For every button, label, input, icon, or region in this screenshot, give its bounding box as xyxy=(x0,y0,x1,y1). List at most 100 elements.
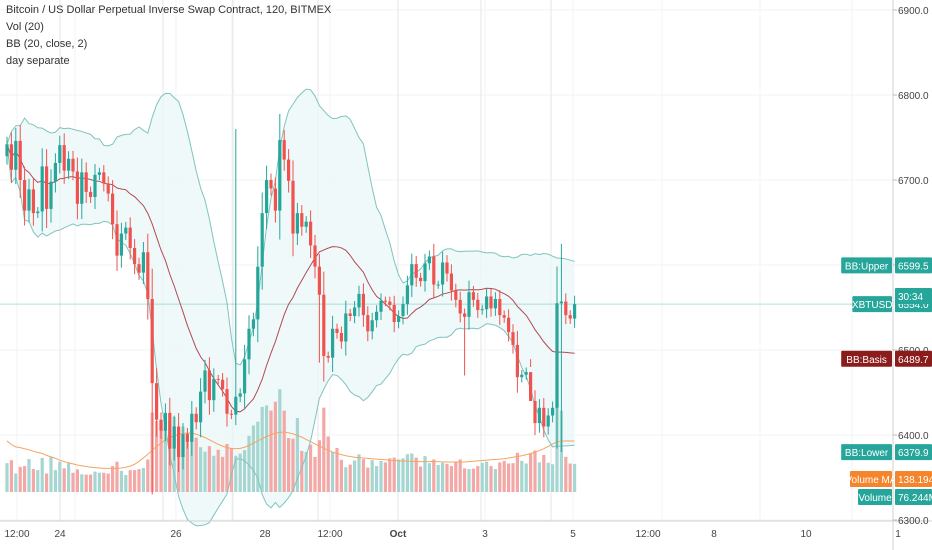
indicator-bollinger[interactable]: BB (20, close, 2) xyxy=(6,38,88,50)
candle-body xyxy=(14,140,18,170)
bollinger-basis-line xyxy=(6,144,575,413)
volume-bar xyxy=(282,410,286,492)
candle-body xyxy=(370,320,374,332)
bb-basis-value: 6489.7 xyxy=(898,355,929,366)
volume-bar xyxy=(397,459,401,492)
volume-bar xyxy=(498,462,502,492)
bb-lower-badge: BB:Lower 6379.9 xyxy=(841,444,932,461)
volume-bar xyxy=(546,462,550,492)
volume-bar xyxy=(445,463,449,492)
bb-basis-value-box xyxy=(895,350,932,367)
volume-bar xyxy=(458,459,462,492)
volume-bar xyxy=(49,456,53,492)
volume-bar xyxy=(304,452,308,492)
volume-bar xyxy=(18,466,22,492)
volume-bar xyxy=(454,462,458,492)
volume-bar xyxy=(344,467,348,492)
volume-bar xyxy=(476,466,480,492)
volume-bar xyxy=(463,468,467,492)
candle-body xyxy=(375,311,379,321)
volume-bar xyxy=(185,433,189,492)
candle-body xyxy=(357,293,361,308)
candle-body xyxy=(115,224,119,256)
candle-body xyxy=(436,284,440,286)
candle-body xyxy=(331,328,335,358)
time-axis[interactable]: 12:00 24 26 28 12:00 Oct 3 5 12:00 8 10 1 xyxy=(4,529,901,540)
volume-bar xyxy=(221,456,225,492)
volume-bar xyxy=(247,435,251,492)
candle-body xyxy=(97,172,101,175)
candle-body xyxy=(172,426,176,449)
volume-bar xyxy=(392,457,396,492)
countdown-value-box xyxy=(895,288,932,304)
candle-body xyxy=(427,256,431,264)
candle-body xyxy=(128,227,132,248)
price-badges: BB:Upper 6599.5 XBTUSD 6554.0 BB:Basis 6489.7… xyxy=(841,257,932,505)
volume-bar xyxy=(89,474,93,492)
volume-bar xyxy=(199,447,203,492)
candle-body xyxy=(75,171,79,204)
volume-bar xyxy=(432,459,436,492)
volume-bar xyxy=(529,453,533,492)
volume-bar xyxy=(449,466,453,492)
candle-body xyxy=(89,191,93,197)
candle-body xyxy=(18,140,22,180)
candle-body xyxy=(67,158,71,171)
volume-bar xyxy=(326,436,330,492)
volume-bar xyxy=(309,444,313,492)
candle-body xyxy=(269,180,273,189)
indicator-volume[interactable]: Vol (20) xyxy=(6,21,44,33)
volume-bar xyxy=(159,430,163,492)
candle-body xyxy=(185,434,189,442)
volume-bar xyxy=(537,462,541,492)
bb-basis-badge: BB:Basis 6489.7 xyxy=(841,350,932,367)
bb-upper-label-box xyxy=(841,257,892,274)
candle-body xyxy=(410,264,414,286)
candle-body xyxy=(106,183,110,194)
volume-ma-line xyxy=(6,431,575,469)
x-tick-label: 26 xyxy=(170,529,182,540)
volume-bar xyxy=(410,453,414,492)
candle-body xyxy=(493,299,497,309)
volume-bar xyxy=(568,463,572,492)
candle-body xyxy=(150,299,154,384)
candle-body xyxy=(317,266,321,295)
bb-basis-label-box xyxy=(841,350,892,367)
candle-body xyxy=(124,227,128,234)
candle-body xyxy=(27,189,31,211)
candle-body xyxy=(287,159,291,181)
candle-body xyxy=(309,221,313,246)
candle-body xyxy=(93,174,97,197)
candle-body xyxy=(216,378,220,380)
volume-bar xyxy=(62,468,66,492)
candle-body xyxy=(251,319,255,329)
candle-body xyxy=(423,263,427,282)
candle-body xyxy=(36,211,40,214)
candle-body xyxy=(137,264,141,273)
x-tick-label: 12:00 xyxy=(4,529,29,540)
candle-body xyxy=(419,277,423,282)
volume-bar xyxy=(313,456,317,492)
volume-bar xyxy=(9,460,13,492)
volume-bar xyxy=(71,472,75,492)
candle-body xyxy=(141,252,145,273)
volume-bar xyxy=(533,450,537,492)
candle-body xyxy=(480,309,484,311)
y-tick-label: 6400.0 xyxy=(898,431,929,442)
volume-bar xyxy=(234,455,238,492)
volume-bar xyxy=(278,389,282,492)
candlesticks xyxy=(5,114,577,495)
candle-body xyxy=(449,273,453,291)
candle-body xyxy=(282,140,286,160)
candle-body xyxy=(5,144,9,157)
volume-bar xyxy=(335,447,339,492)
candle-body xyxy=(405,285,409,305)
volume-bar xyxy=(128,470,132,492)
x-tick-label: 28 xyxy=(259,529,271,540)
volume-bar xyxy=(388,458,392,492)
chart-legend: Bitcoin / US Dollar Perpetual Inverse Sw… xyxy=(6,2,331,70)
indicator-day-separate[interactable]: day separate xyxy=(6,55,70,67)
xbtusd-value: 6554.0 xyxy=(898,300,929,311)
volume-bar xyxy=(295,418,299,492)
